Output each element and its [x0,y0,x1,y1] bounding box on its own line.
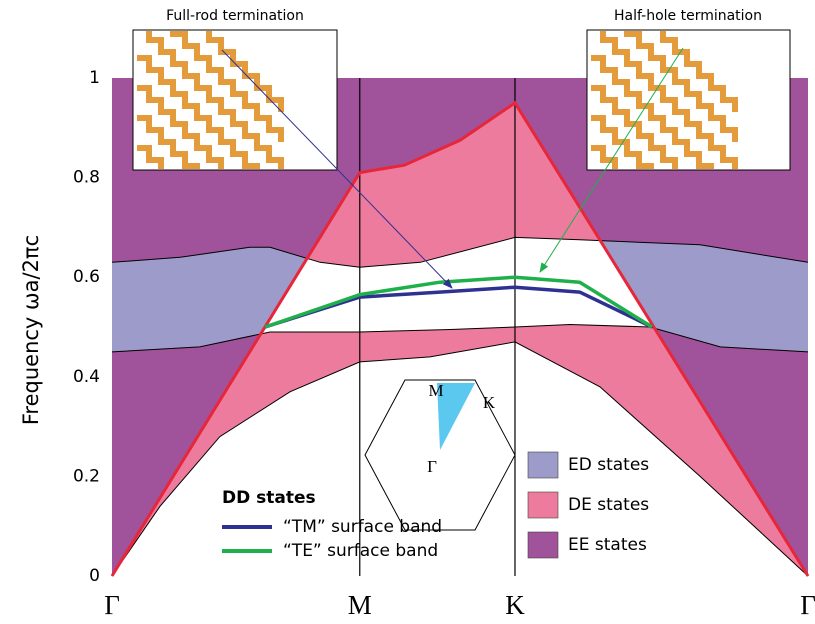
inset-rod [591,31,738,112]
surface-band [264,275,654,329]
x-tick-label: Γ [800,590,815,620]
arrow [539,47,684,273]
inset-rod [137,85,284,169]
inset-rod [591,85,738,169]
bz-label: K [483,393,496,412]
y-tick-label: 0.4 [73,367,100,387]
bz-wedge [437,383,475,450]
y-axis-label: Frequency ωa/2πc [19,235,43,425]
arrow [221,49,453,289]
legend-label: “TE” surface band [283,541,438,561]
y-tick-label: 1 [89,68,100,88]
legend-swatch [527,451,559,479]
annotation: Full-rod termination [166,8,304,24]
inset-rod [591,31,738,142]
inset-rod [137,31,284,169]
band-edge [111,323,809,353]
band-edge [111,341,809,577]
surface-band [264,285,653,329]
y-tick-label: 0.8 [73,168,100,188]
annotation: Half-hole termination [614,8,762,24]
inset-rod [137,115,284,169]
x-tick-label: K [505,590,525,620]
y-tick-label: 0 [89,566,100,586]
legend-label: “TM” surface band [283,517,442,537]
inset-rod [591,115,738,169]
inset-rod [137,31,284,142]
inset-rod [137,31,284,112]
y-tick-label: 0.6 [73,267,100,287]
y-tick-label: 0.2 [73,466,100,486]
bz-label: Γ [427,457,437,476]
legend-label: EE states [568,535,647,555]
inset-rod [591,31,738,169]
legend-label: ED states [568,455,649,475]
legend-label: DE states [568,495,649,515]
light-line [110,100,810,577]
x-tick-label: Γ [104,590,120,620]
legend-swatch [527,531,559,559]
inset-rod [591,55,738,169]
inset-rod [137,55,284,169]
brillouin-zone [364,379,516,531]
legend-title: DD states [222,488,316,508]
x-tick-label: M [348,590,372,620]
bz-label: M [428,381,443,400]
legend-swatch [527,491,559,519]
